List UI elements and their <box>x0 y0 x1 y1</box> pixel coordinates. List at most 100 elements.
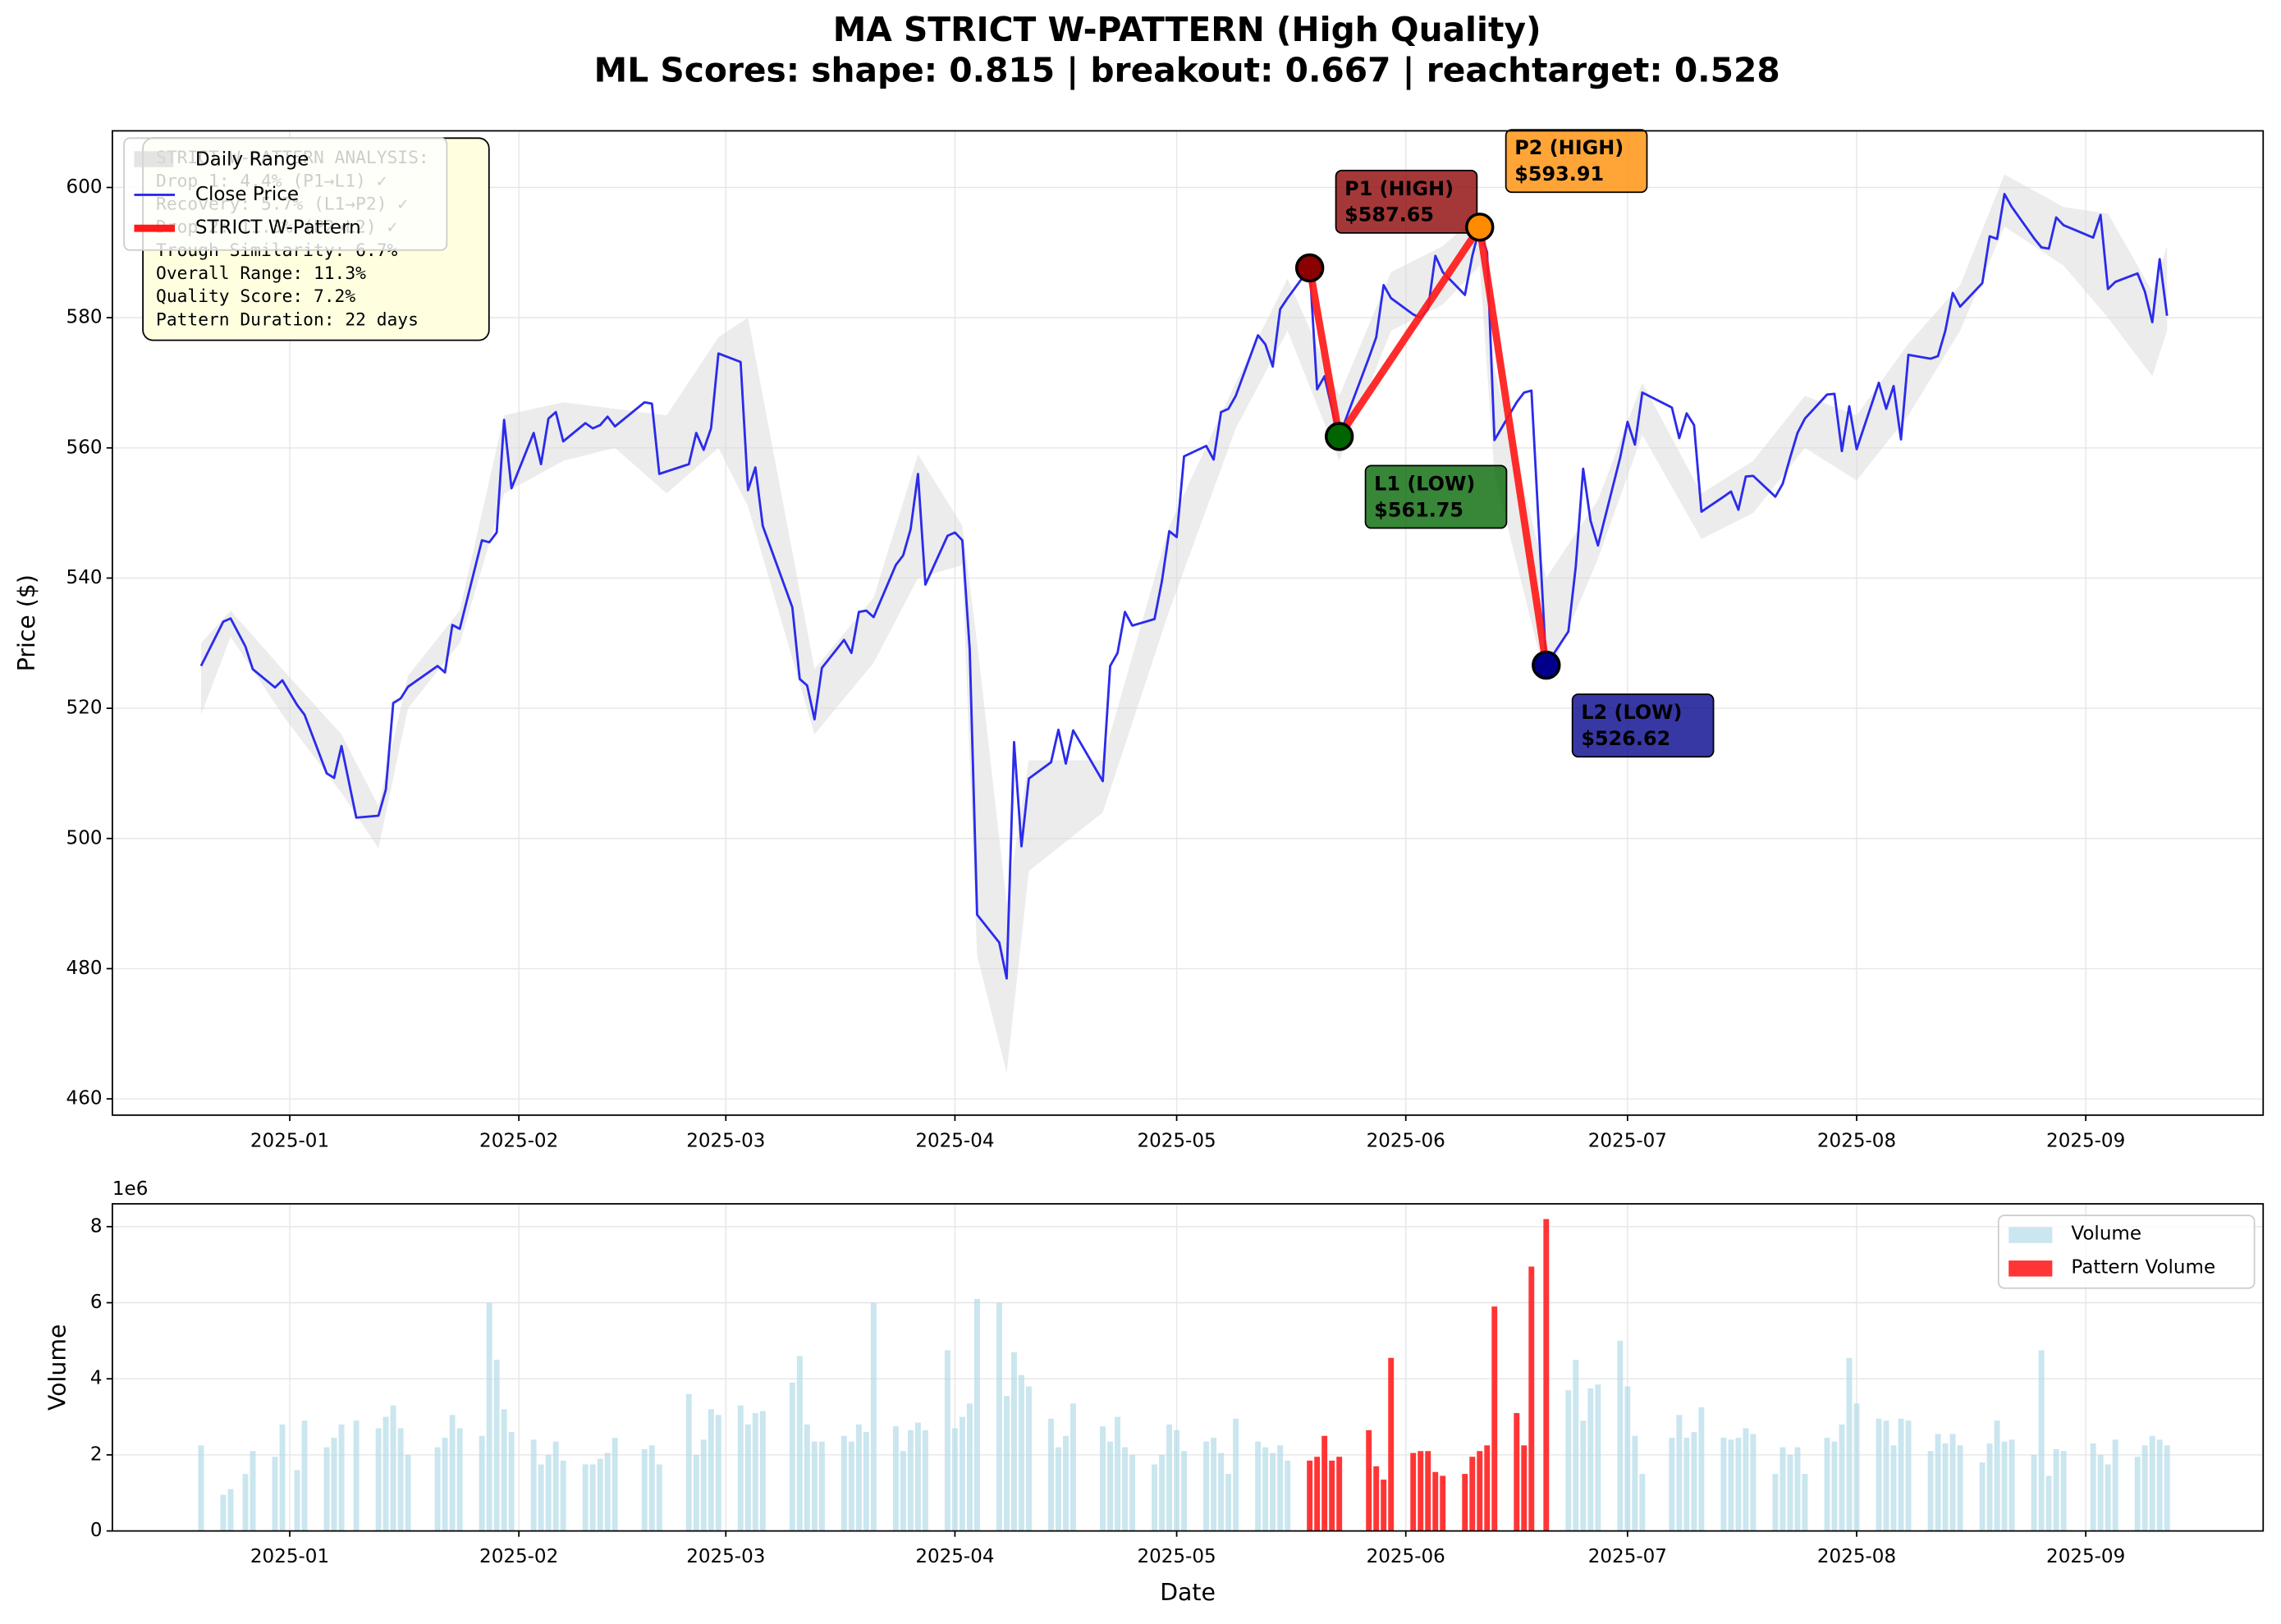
volume-bar <box>959 1416 965 1531</box>
volume-bar <box>538 1464 544 1531</box>
x-tick-label: 2025-09 <box>2046 1546 2125 1567</box>
annotation-value: $561.75 <box>1374 498 1463 521</box>
volume-bar <box>2001 1441 2008 1531</box>
y-axis-label: Volume <box>44 1324 71 1411</box>
volume-bar <box>907 1430 914 1531</box>
y-tick-label: 500 <box>66 827 103 849</box>
volume-bar <box>1491 1306 1498 1531</box>
volume-bar <box>1986 1443 1993 1531</box>
volume-bar <box>1314 1457 1321 1531</box>
y-tick-label: 540 <box>66 567 103 588</box>
volume-bar <box>1772 1474 1779 1531</box>
volume-bar <box>818 1441 825 1531</box>
volume-bar <box>1063 1435 1069 1531</box>
volume-bar <box>375 1428 382 1531</box>
volume-bar <box>2031 1454 2037 1531</box>
volume-bar <box>752 1412 758 1531</box>
volume-bar <box>2149 1435 2155 1531</box>
x-tick-label: 2025-01 <box>250 1130 329 1151</box>
volume-bar <box>508 1432 515 1531</box>
legend-label: STRICT W-Pattern <box>195 217 361 239</box>
y-tick-label: 0 <box>90 1520 103 1541</box>
y-tick-label: 6 <box>90 1292 103 1313</box>
volume-bar <box>1262 1447 1269 1531</box>
volume-bar <box>1321 1435 1328 1531</box>
volume-bar <box>382 1416 389 1531</box>
price-line <box>199 192 2169 980</box>
x-tick-label: 2025-01 <box>250 1546 329 1567</box>
annotation-box <box>1505 129 1648 194</box>
y-tick-label: 520 <box>66 698 103 719</box>
y-tick-label: 560 <box>66 437 103 458</box>
volume-bar <box>966 1403 973 1531</box>
volume-bar <box>2156 1439 2163 1531</box>
volume-bar <box>1949 1434 1956 1531</box>
volume-bar <box>405 1454 411 1531</box>
volume-bar <box>737 1405 744 1531</box>
volume-bar <box>1543 1219 1550 1531</box>
volume-bar <box>1580 1420 1587 1531</box>
volume-bar <box>1824 1438 1830 1531</box>
volume-bar <box>1181 1451 1188 1531</box>
volume-bar <box>611 1438 618 1531</box>
annotation-value: $526.62 <box>1581 727 1670 750</box>
volume-bar <box>1728 1439 1734 1531</box>
volume-bar <box>486 1302 492 1531</box>
annotation-label: L1 (LOW) <box>1374 472 1475 495</box>
volume-bar <box>1381 1480 1387 1531</box>
volume-bar <box>1927 1451 1934 1531</box>
volume-bar <box>442 1438 448 1531</box>
x-tick-label: 2025-07 <box>1588 1130 1667 1151</box>
volume-bar <box>220 1494 227 1531</box>
volume-bar <box>1203 1441 1210 1531</box>
volume-bar <box>552 1441 559 1531</box>
volume-bar <box>1639 1474 1646 1531</box>
volume-bar <box>397 1428 404 1531</box>
legend-label: Volume <box>2071 1224 2141 1245</box>
volume-bar <box>744 1424 751 1531</box>
annotation-value: $593.91 <box>1514 162 1604 185</box>
x-axis-label: Date <box>1160 1579 1216 1606</box>
analysis-line: Quality Score: 7.2% <box>156 286 355 307</box>
pattern-line <box>1306 223 1550 666</box>
volume-bar <box>1839 1424 1845 1531</box>
volume-bar <box>1307 1460 1313 1531</box>
volume-bar <box>693 1454 699 1531</box>
volume-bar <box>1329 1460 1335 1531</box>
y-offset-label: 1e6 <box>112 1178 148 1200</box>
volume-bar <box>1048 1418 1054 1531</box>
volume-bar <box>1211 1438 1217 1531</box>
volume-bar <box>1853 1403 1860 1531</box>
volume-bar <box>1994 1420 2000 1531</box>
x-tick-label: 2025-07 <box>1588 1546 1667 1567</box>
volume-bar <box>2112 1439 2118 1531</box>
legend-swatch <box>2008 1227 2053 1243</box>
volume-bar <box>804 1424 810 1531</box>
volume-bar <box>1883 1420 1889 1531</box>
volume-bar <box>353 1420 360 1531</box>
daily-range <box>200 174 2168 1073</box>
volume-bar <box>914 1422 921 1531</box>
chart-title: MA STRICT W-PATTERN (High Quality) <box>833 10 1541 49</box>
x-tick-label: 2025-05 <box>1137 1546 1216 1567</box>
volume-bar <box>272 1457 278 1531</box>
volume-bar <box>641 1448 648 1531</box>
volume-bar <box>1735 1438 1742 1531</box>
volume-bar <box>1174 1430 1180 1531</box>
annotation-label: P2 (HIGH) <box>1514 136 1624 159</box>
legend-swatch <box>134 151 174 167</box>
volume-bar <box>2045 1475 2052 1531</box>
volume-bar <box>1056 1447 1061 1531</box>
y-tick-label: 480 <box>66 958 103 979</box>
volume-bar <box>1100 1426 1106 1531</box>
volume-bar <box>840 1435 847 1531</box>
volume-bar <box>1676 1415 1683 1531</box>
volume-bar <box>1166 1424 1173 1531</box>
volume-bar <box>892 1426 899 1531</box>
volume-bar <box>2105 1464 2111 1531</box>
volume-bar <box>301 1420 308 1531</box>
volume-bar <box>1779 1447 1786 1531</box>
volume-bar <box>2053 1448 2059 1531</box>
volume-bar <box>2090 1443 2096 1531</box>
